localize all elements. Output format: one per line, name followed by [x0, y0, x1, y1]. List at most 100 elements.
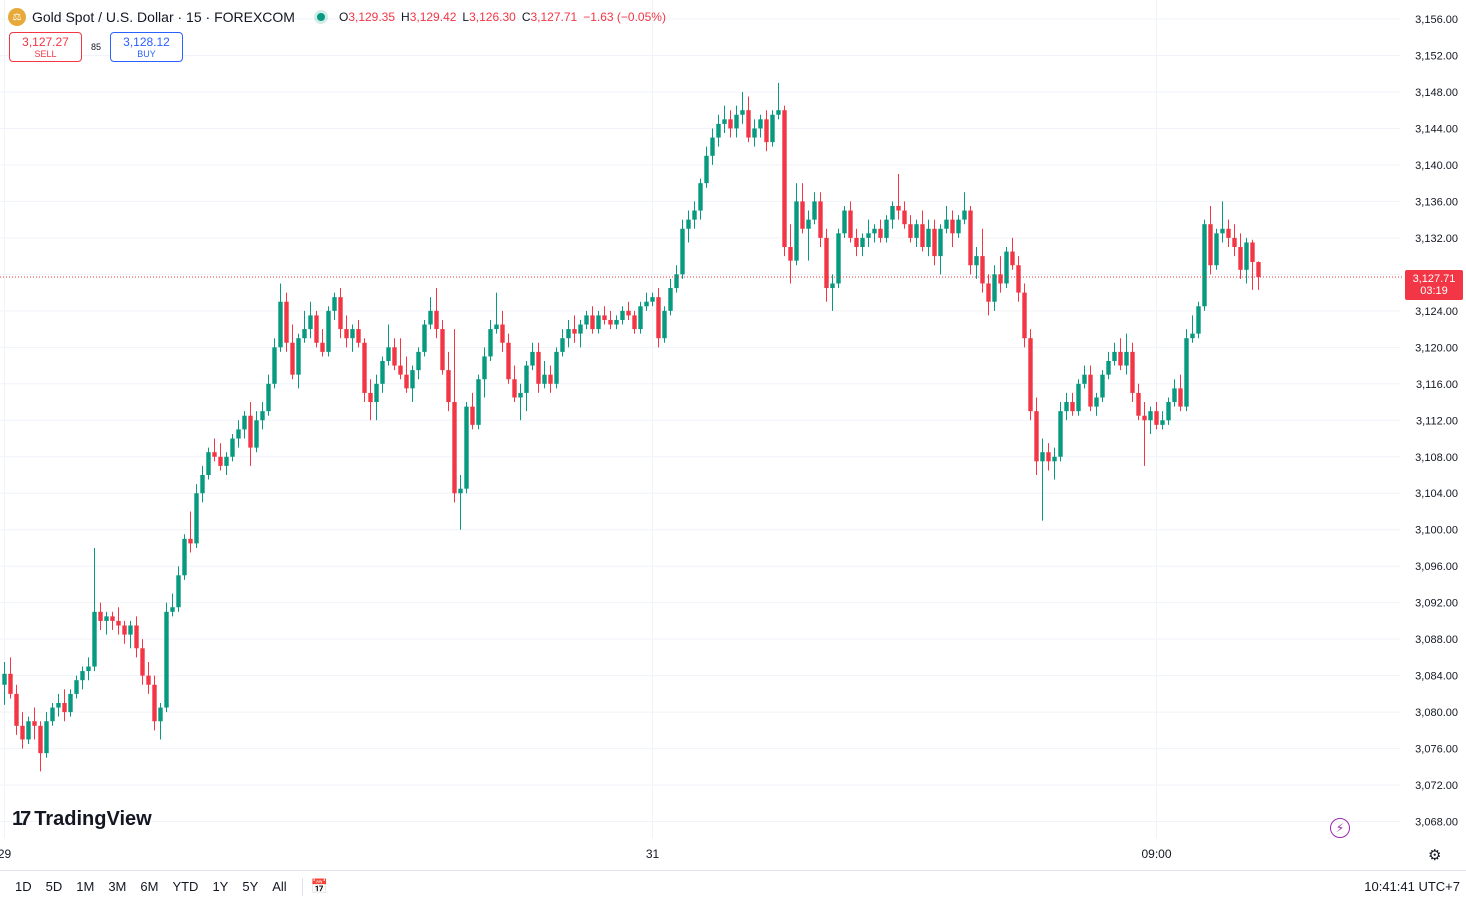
candle-down[interactable] — [1208, 205, 1213, 275]
candle-up[interactable] — [56, 693, 61, 717]
candle-up[interactable] — [44, 712, 49, 758]
range-1d-button[interactable]: 1D — [15, 879, 32, 894]
candle-up[interactable] — [794, 183, 799, 266]
candle-down[interactable] — [290, 324, 295, 380]
candle-up[interactable] — [422, 319, 427, 357]
candle-up[interactable] — [692, 201, 697, 229]
candle-down[interactable] — [146, 661, 151, 694]
candle-up[interactable] — [860, 233, 865, 257]
candle-down[interactable] — [134, 616, 139, 658]
candle-down[interactable] — [446, 351, 451, 412]
candle-down[interactable] — [1226, 219, 1231, 247]
candle-down[interactable] — [1142, 402, 1147, 466]
candle-up[interactable] — [722, 105, 727, 133]
candle-up[interactable] — [842, 205, 847, 238]
candle-up[interactable] — [1184, 329, 1189, 412]
candle-up[interactable] — [386, 324, 391, 366]
candle-down[interactable] — [854, 228, 859, 257]
candle-down[interactable] — [632, 310, 637, 334]
candle-down[interactable] — [1178, 374, 1183, 412]
candle-down[interactable] — [1238, 233, 1243, 279]
candle-up[interactable] — [560, 329, 565, 357]
candle-up[interactable] — [638, 301, 643, 334]
candle-up[interactable] — [476, 374, 481, 430]
candle-down[interactable] — [608, 310, 613, 330]
candle-down[interactable] — [878, 219, 883, 243]
candle-down[interactable] — [32, 707, 37, 740]
candle-up[interactable] — [890, 201, 895, 229]
candle-down[interactable] — [1016, 256, 1021, 302]
candle-down[interactable] — [536, 342, 541, 393]
candle-up[interactable] — [278, 283, 283, 352]
buy-button[interactable]: 3,128.12 BUY — [110, 32, 183, 62]
candle-up[interactable] — [752, 119, 757, 147]
candle-up[interactable] — [776, 82, 781, 120]
candle-up[interactable] — [1148, 406, 1153, 434]
candle-up[interactable] — [254, 411, 259, 453]
candle-down[interactable] — [1070, 392, 1075, 416]
candle-up[interactable] — [668, 278, 673, 316]
candle-up[interactable] — [308, 301, 313, 339]
candle-up[interactable] — [428, 297, 433, 330]
candle-down[interactable] — [248, 402, 253, 466]
candle-down[interactable] — [1250, 239, 1255, 290]
candle-down[interactable] — [116, 607, 121, 635]
candle-up[interactable] — [1220, 201, 1225, 243]
calendar-goto-icon[interactable]: 📅 — [310, 878, 329, 894]
candle-up[interactable] — [224, 452, 229, 475]
candle-up[interactable] — [92, 547, 97, 672]
candle-down[interactable] — [986, 274, 991, 316]
candle-down[interactable] — [320, 329, 325, 357]
candle-down[interactable] — [782, 105, 787, 257]
candle-up[interactable] — [956, 215, 961, 238]
candle-up[interactable] — [206, 447, 211, 480]
candle-down[interactable] — [896, 174, 901, 220]
candle-down[interactable] — [392, 338, 397, 371]
candle-down[interactable] — [212, 438, 217, 462]
candle-up[interactable] — [1040, 438, 1045, 521]
candle-down[interactable] — [398, 338, 403, 380]
candle-up[interactable] — [884, 215, 889, 243]
candle-up[interactable] — [164, 602, 169, 713]
candle-down[interactable] — [1028, 329, 1033, 421]
candle-down[interactable] — [656, 288, 661, 348]
range-1y-button[interactable]: 1Y — [212, 879, 229, 894]
candle-up[interactable] — [926, 219, 931, 257]
candle-down[interactable] — [8, 657, 13, 699]
candle-down[interactable] — [548, 365, 553, 393]
candle-up[interactable] — [650, 292, 655, 307]
range-all-button[interactable]: All — [272, 879, 287, 894]
candle-up[interactable] — [1214, 228, 1219, 270]
candle-up[interactable] — [1094, 392, 1099, 416]
candle-up[interactable] — [266, 374, 271, 416]
candle-down[interactable] — [140, 639, 145, 685]
candle-down[interactable] — [344, 315, 349, 348]
candle-down[interactable] — [20, 712, 25, 749]
candle-up[interactable] — [1196, 301, 1201, 339]
candle-down[interactable] — [1046, 443, 1051, 471]
candle-up[interactable] — [770, 110, 775, 147]
candle-down[interactable] — [572, 315, 577, 343]
candle-up[interactable] — [686, 210, 691, 243]
tradingview-logo[interactable]: 17 TradingView — [12, 808, 152, 831]
candle-down[interactable] — [452, 329, 457, 503]
candle-up[interactable] — [710, 128, 715, 165]
candle-down[interactable] — [110, 611, 115, 631]
candle-down[interactable] — [152, 675, 157, 731]
candle-up[interactable] — [158, 703, 163, 740]
candle-down[interactable] — [500, 310, 505, 352]
sell-button[interactable]: 3,127.27 SELL — [9, 32, 82, 62]
candle-up[interactable] — [614, 315, 619, 330]
candle-up[interactable] — [230, 433, 235, 462]
candle-up[interactable] — [716, 114, 721, 147]
candle-up[interactable] — [296, 333, 301, 389]
candle-up[interactable] — [176, 566, 181, 612]
candle-down[interactable] — [1010, 237, 1015, 270]
candle-up[interactable] — [596, 310, 601, 334]
candle-down[interactable] — [284, 292, 289, 352]
candle-up[interactable] — [380, 356, 385, 393]
candle-down[interactable] — [470, 392, 475, 430]
candle-down[interactable] — [1256, 261, 1261, 290]
candle-up[interactable] — [464, 402, 469, 494]
candle-up[interactable] — [80, 666, 85, 690]
